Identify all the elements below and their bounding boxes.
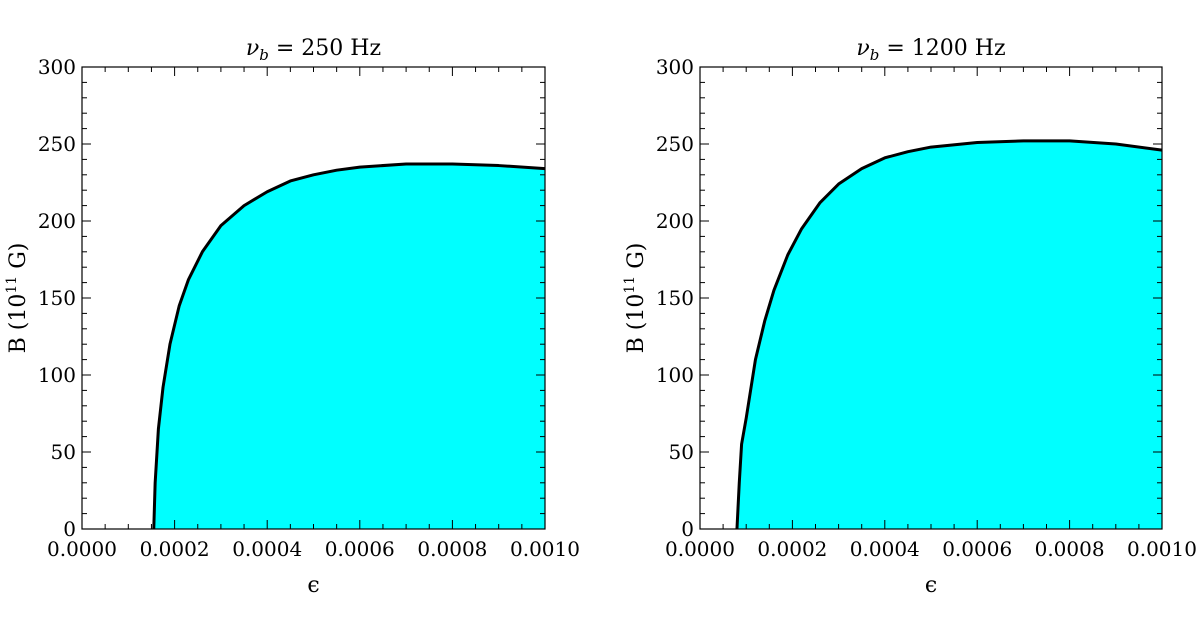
y-label-prefix: B (10: [6, 294, 31, 354]
title-symbol: ν: [246, 36, 259, 61]
y-tick-label: 250: [38, 132, 76, 156]
y-tick-label: 300: [656, 55, 694, 79]
x-tick-label: 0.0000: [47, 537, 117, 561]
y-tick-label: 250: [656, 132, 694, 156]
x-tick-label: 0.0006: [325, 537, 395, 561]
panel-right: 0.0000 0.0002 0.0004 0.0006 0.0008 0.0010 0 50 1…: [622, 36, 1197, 598]
title-rest: = 1200 Hz: [879, 36, 1005, 61]
title-subscript: b: [259, 46, 269, 64]
x-tick-label: 0.0008: [417, 537, 487, 561]
y-label-exponent: 11: [4, 276, 20, 294]
y-tick-label: 50: [669, 440, 694, 464]
title-rest: = 250 Hz: [269, 36, 381, 61]
x-tick-label: 0.0004: [232, 537, 302, 561]
y-tick-label: 0: [63, 517, 76, 541]
y-tick-label: 300: [38, 55, 76, 79]
y-tick-label: 150: [656, 286, 694, 310]
x-tick-label: 0.0000: [665, 537, 735, 561]
boundary-curve: [735, 139, 1163, 530]
x-tick-label: 0.0004: [850, 537, 920, 561]
y-label-prefix: B (10: [624, 294, 649, 354]
y-label-suffix: G): [6, 243, 31, 276]
panel-left: 0.0000 0.0002 0.0004 0.0006 0.0008 0.0010 0 50 1…: [4, 36, 580, 598]
x-tick-label: 0.0002: [757, 537, 827, 561]
y-tick-label: 100: [656, 363, 694, 387]
chart-title: νb = 1200 Hz: [856, 36, 1005, 64]
title-symbol: ν: [856, 36, 869, 61]
y-tick-label: 100: [38, 363, 76, 387]
y-tick-label: 200: [656, 209, 694, 233]
y-tick-label: 50: [51, 440, 76, 464]
y-label-suffix: G): [624, 243, 649, 276]
allowed-region: [736, 140, 1162, 530]
x-axis-label: ϵ: [307, 573, 319, 598]
x-tick-label: 0.0010: [1127, 537, 1197, 561]
x-tick-label: 0.0008: [1035, 537, 1105, 561]
boundary-curve: [152, 162, 546, 530]
y-tick-label: 200: [38, 209, 76, 233]
allowed-region: [153, 164, 545, 529]
y-tick-label: 150: [38, 286, 76, 310]
y-tick-label: 0: [681, 517, 694, 541]
title-subscript: b: [870, 46, 880, 64]
chart-title: νb = 250 Hz: [246, 36, 381, 64]
x-tick-label: 0.0010: [510, 537, 580, 561]
y-axis-label: B (1011 G): [622, 243, 649, 354]
x-tick-label: 0.0006: [942, 537, 1012, 561]
x-tick-label: 0.0002: [140, 537, 210, 561]
y-label-exponent: 11: [622, 276, 638, 294]
x-axis-label: ϵ: [925, 573, 937, 598]
y-axis-label: B (1011 G): [4, 243, 31, 354]
